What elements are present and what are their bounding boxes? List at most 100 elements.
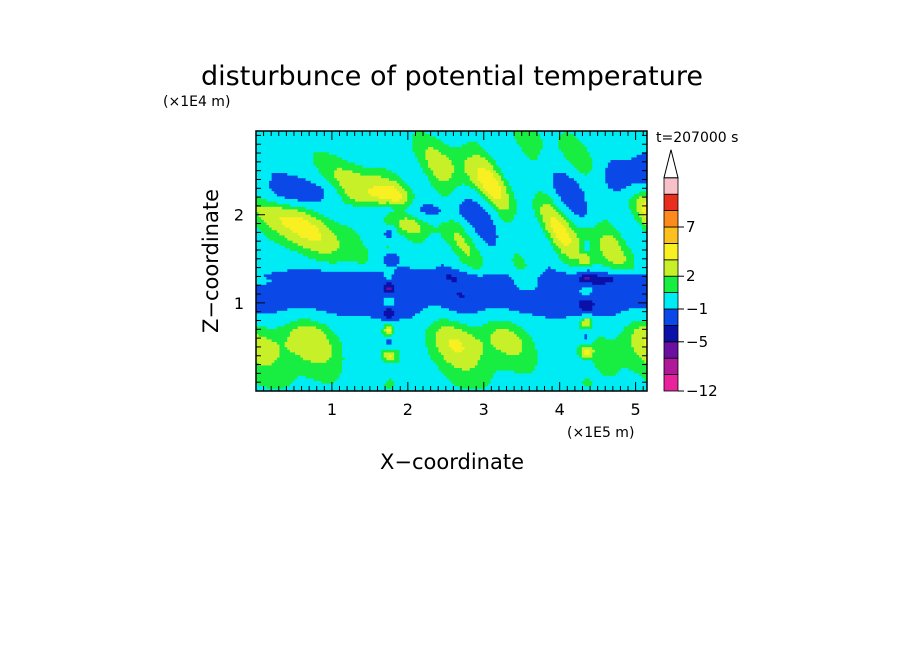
field-cell <box>459 326 463 329</box>
field-cell <box>454 328 458 332</box>
field-cell <box>391 318 395 322</box>
field-cell <box>519 318 523 322</box>
field-cell <box>461 380 465 384</box>
field-cell <box>511 339 515 342</box>
field-cell <box>373 388 377 391</box>
field-cell <box>527 326 531 329</box>
field-cell <box>576 375 580 379</box>
field-cell <box>501 313 505 316</box>
field-cell <box>534 336 538 340</box>
field-cell <box>493 367 497 371</box>
field-cell <box>266 365 270 368</box>
field-cell <box>391 378 395 381</box>
field-cell <box>474 344 478 348</box>
field-cell <box>321 383 325 387</box>
field-cell <box>568 318 572 322</box>
field-cell <box>318 336 322 340</box>
field-cell <box>276 346 280 350</box>
field-cell <box>347 385 351 389</box>
field-cell <box>261 307 265 311</box>
field-cell <box>409 375 413 379</box>
field-cell <box>336 375 340 379</box>
field-cell <box>401 375 405 379</box>
field-cell <box>594 313 598 316</box>
field-cell <box>498 339 502 342</box>
field-cell <box>542 339 546 342</box>
field-cell <box>407 313 411 316</box>
field-cell <box>464 336 468 340</box>
field-cell <box>352 365 356 368</box>
field-cell <box>446 354 450 358</box>
field-cell <box>375 383 379 387</box>
field-cell <box>639 367 643 371</box>
field-cell <box>336 331 340 335</box>
field-cell <box>633 349 637 353</box>
field-cell <box>430 333 434 337</box>
field-cell <box>441 331 445 335</box>
field-cell <box>425 354 429 358</box>
field-cell <box>581 380 585 384</box>
field-cell <box>331 378 335 381</box>
field-cell <box>302 385 306 389</box>
field-cell <box>287 310 291 314</box>
field-cell <box>480 328 484 332</box>
field-cell <box>467 352 471 355</box>
field-cell <box>279 328 283 332</box>
field-cell <box>295 305 299 309</box>
field-cell <box>441 307 445 311</box>
field-cell <box>454 310 458 314</box>
field-cell <box>503 375 507 379</box>
field-cell <box>383 362 387 366</box>
field-cell <box>336 320 340 324</box>
field-cell <box>315 302 319 306</box>
field-cell <box>305 359 309 363</box>
field-cell <box>592 372 596 376</box>
field-cell <box>464 307 468 311</box>
field-cell <box>581 388 585 391</box>
field-cell <box>519 359 523 363</box>
field-cell <box>527 336 531 340</box>
field-cell <box>441 385 445 389</box>
field-cell <box>490 346 494 350</box>
field-cell <box>524 318 528 322</box>
field-cell <box>571 380 575 384</box>
field-cell <box>576 318 580 322</box>
field-cell <box>451 380 455 384</box>
field-cell <box>633 318 637 322</box>
field-cell <box>357 331 361 335</box>
field-cell <box>581 365 585 368</box>
field-cell <box>487 318 491 322</box>
field-cell <box>349 320 353 324</box>
field-cell <box>490 336 494 340</box>
field-cell <box>420 341 424 345</box>
field-cell <box>516 328 520 332</box>
field-cell <box>618 357 622 361</box>
field-cell <box>553 336 557 340</box>
field-cell <box>334 349 338 353</box>
field-cell <box>446 383 450 387</box>
field-cell <box>537 346 541 350</box>
field-cell <box>568 310 572 314</box>
field-cell <box>401 383 405 387</box>
field-cell <box>532 359 536 363</box>
field-cell <box>318 331 322 335</box>
field-cell <box>626 326 630 329</box>
field-cell <box>315 388 319 391</box>
field-cell <box>409 344 413 348</box>
field-cell <box>560 320 564 324</box>
field-cell <box>474 310 478 314</box>
field-cell <box>391 315 395 319</box>
field-cell <box>420 310 424 314</box>
field-cell <box>373 307 377 311</box>
field-cell <box>417 326 421 329</box>
field-cell <box>276 331 280 335</box>
field-cell <box>269 313 273 316</box>
field-cell <box>302 313 306 316</box>
field-cell <box>498 333 502 337</box>
field-cell <box>495 370 499 374</box>
field-cell <box>545 367 549 371</box>
field-cell <box>537 333 541 337</box>
field-cell <box>292 380 296 384</box>
field-cell <box>279 318 283 322</box>
field-cell <box>258 341 262 345</box>
